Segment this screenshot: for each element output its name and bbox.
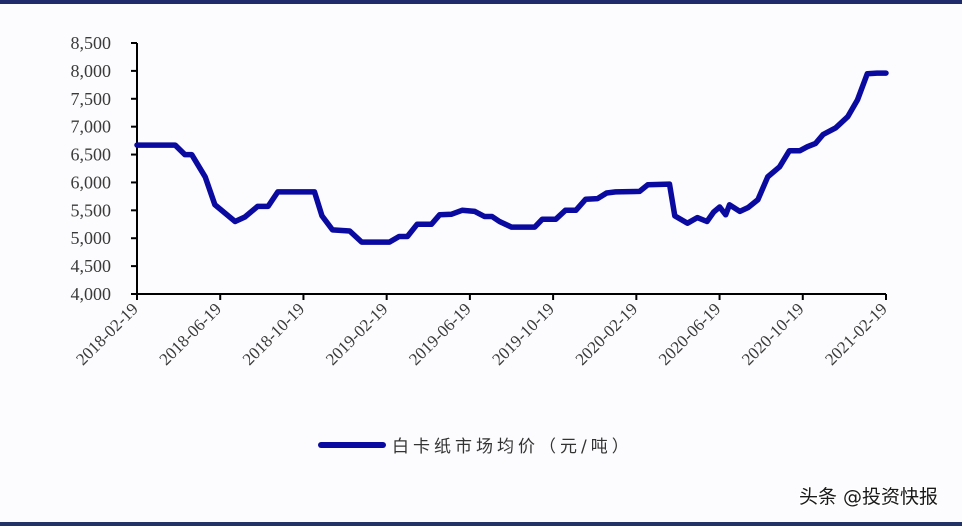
y-tick-label: 6,000	[71, 172, 112, 192]
y-tick-label: 5,000	[71, 228, 112, 248]
y-tick-label: 6,500	[71, 145, 112, 165]
bottom-frame-bar	[0, 522, 962, 526]
x-tick-label: 2019-10-19	[488, 299, 558, 369]
line-chart: 4,000 4,500 5,000 5,500 6,000 6,500 7,000 7,500…	[71, 33, 891, 369]
y-tick-label: 8,500	[71, 33, 112, 53]
top-frame-bar	[0, 0, 962, 4]
x-tick-label: 2020-02-19	[572, 299, 642, 369]
x-tick-label: 2019-06-19	[405, 299, 475, 369]
x-tick-label: 2018-06-19	[156, 299, 226, 369]
y-tick-label: 4,000	[71, 284, 112, 304]
x-tick-label: 2018-10-19	[239, 299, 309, 369]
legend-line-swatch	[318, 441, 386, 448]
y-tick-label: 7,500	[71, 89, 112, 109]
y-tick-label: 8,000	[71, 61, 112, 81]
y-tick-label: 7,000	[71, 117, 112, 137]
x-tick-label: 2019-02-19	[322, 299, 392, 369]
x-tick-label: 2020-10-19	[738, 299, 808, 369]
x-axis: 2018-02-19 2018-06-19 2018-10-19 2019-02-19…	[72, 293, 891, 369]
x-tick-label: 2018-02-19	[72, 299, 142, 369]
y-tick-label: 4,500	[71, 256, 112, 276]
price-line	[134, 70, 889, 245]
x-tick-label: 2020-06-19	[655, 299, 725, 369]
x-tick-label: 2021-02-19	[821, 299, 891, 369]
legend-label: 白卡纸市场均价（元/吨）	[392, 437, 633, 457]
watermark: 头条 @投资快报	[798, 486, 938, 508]
y-tick-label: 5,500	[71, 200, 112, 220]
y-axis: 4,000 4,500 5,000 5,500 6,000 6,500 7,000 7,500…	[71, 33, 138, 304]
legend: 白卡纸市场均价（元/吨）	[318, 432, 633, 457]
